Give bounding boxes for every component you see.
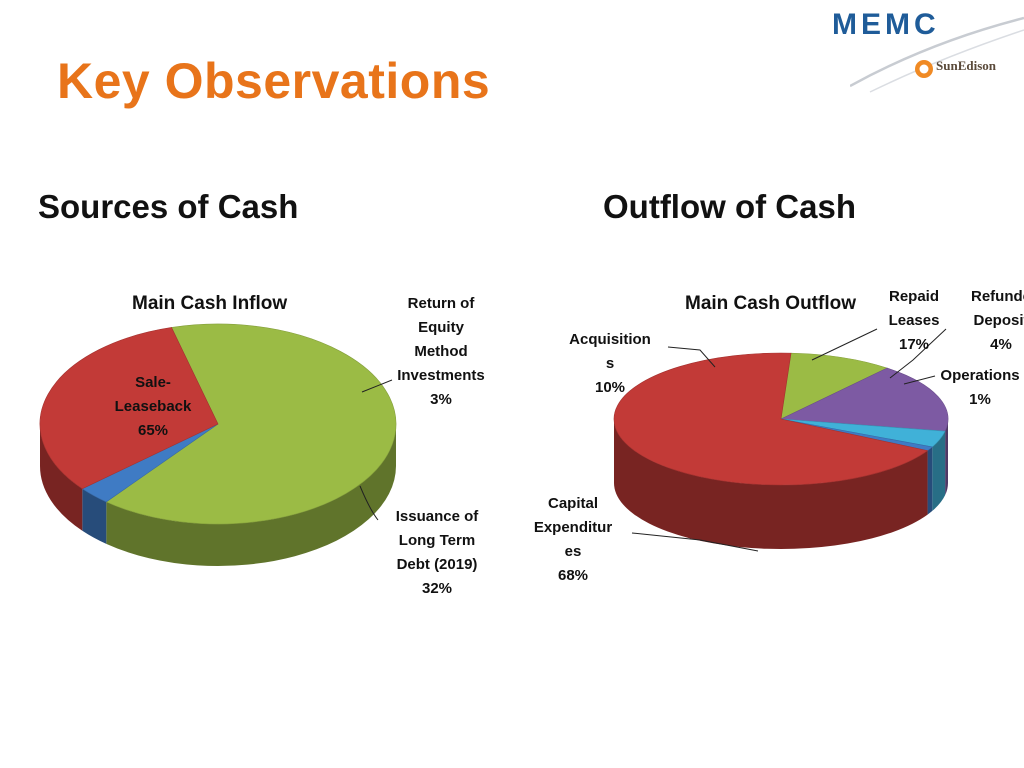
outflow-heading: Outflow of Cash: [603, 188, 856, 225]
inflow-chart-title: Main Cash Inflow: [132, 293, 288, 314]
inflow-label-long-term-debt: Issuance of Long Term Debt (2019) 32%: [395, 508, 479, 597]
leader-line-1-0: [667, 346, 716, 368]
pie-side-0-1: [82, 488, 107, 544]
leader-line-1-3: [903, 375, 936, 385]
outflow-label-acquisitions: Acquisition s 10%: [569, 331, 651, 396]
leader-line-1-4: [631, 532, 759, 552]
leader-line-1-2: [889, 328, 947, 379]
outflow-label-operations: Operations 1%: [940, 367, 1020, 408]
memc-logo: MEMC: [832, 8, 940, 41]
pie-side-1-4: [614, 419, 928, 549]
inflow-label-equity-investments: Return of Equity Method Investments 3%: [397, 295, 485, 408]
pie-slice-1-4: [613, 352, 929, 486]
pie-side-1-2: [932, 431, 946, 511]
page-title: Key Observations: [57, 53, 491, 109]
outflow-label-repaid-leases: Repaid Leases 17%: [888, 288, 940, 353]
pie-side-0-0: [106, 424, 396, 566]
sunedison-logo: SunEdison: [936, 58, 996, 73]
pie-slice-1-0: [780, 352, 888, 420]
logo-swoosh-icon: [850, 16, 1024, 93]
outflow-label-capital-expenditures: Capital Expenditur es 68%: [533, 495, 613, 584]
inflow-label-sale-leaseback: Sale- Leaseback 65%: [114, 374, 192, 439]
sources-heading: Sources of Cash: [38, 188, 299, 225]
pie-side-0-2: [40, 424, 83, 531]
pie-chart-outflow: [613, 328, 949, 552]
leader-line-0-2: [359, 485, 379, 521]
pie-slice-0-0: [105, 323, 397, 525]
pie-side-1-1: [945, 419, 948, 496]
pie-slice-0-2: [39, 327, 219, 490]
outflow-chart-title: Main Cash Outflow: [685, 293, 856, 314]
outflow-label-refunded-deposits: Refunde Deposit 4%: [971, 288, 1024, 353]
pie-side-1-3: [927, 446, 933, 515]
pie-chart-inflow: [39, 323, 397, 566]
leader-line-0-1: [361, 379, 393, 393]
leader-line-1-1: [811, 328, 878, 361]
